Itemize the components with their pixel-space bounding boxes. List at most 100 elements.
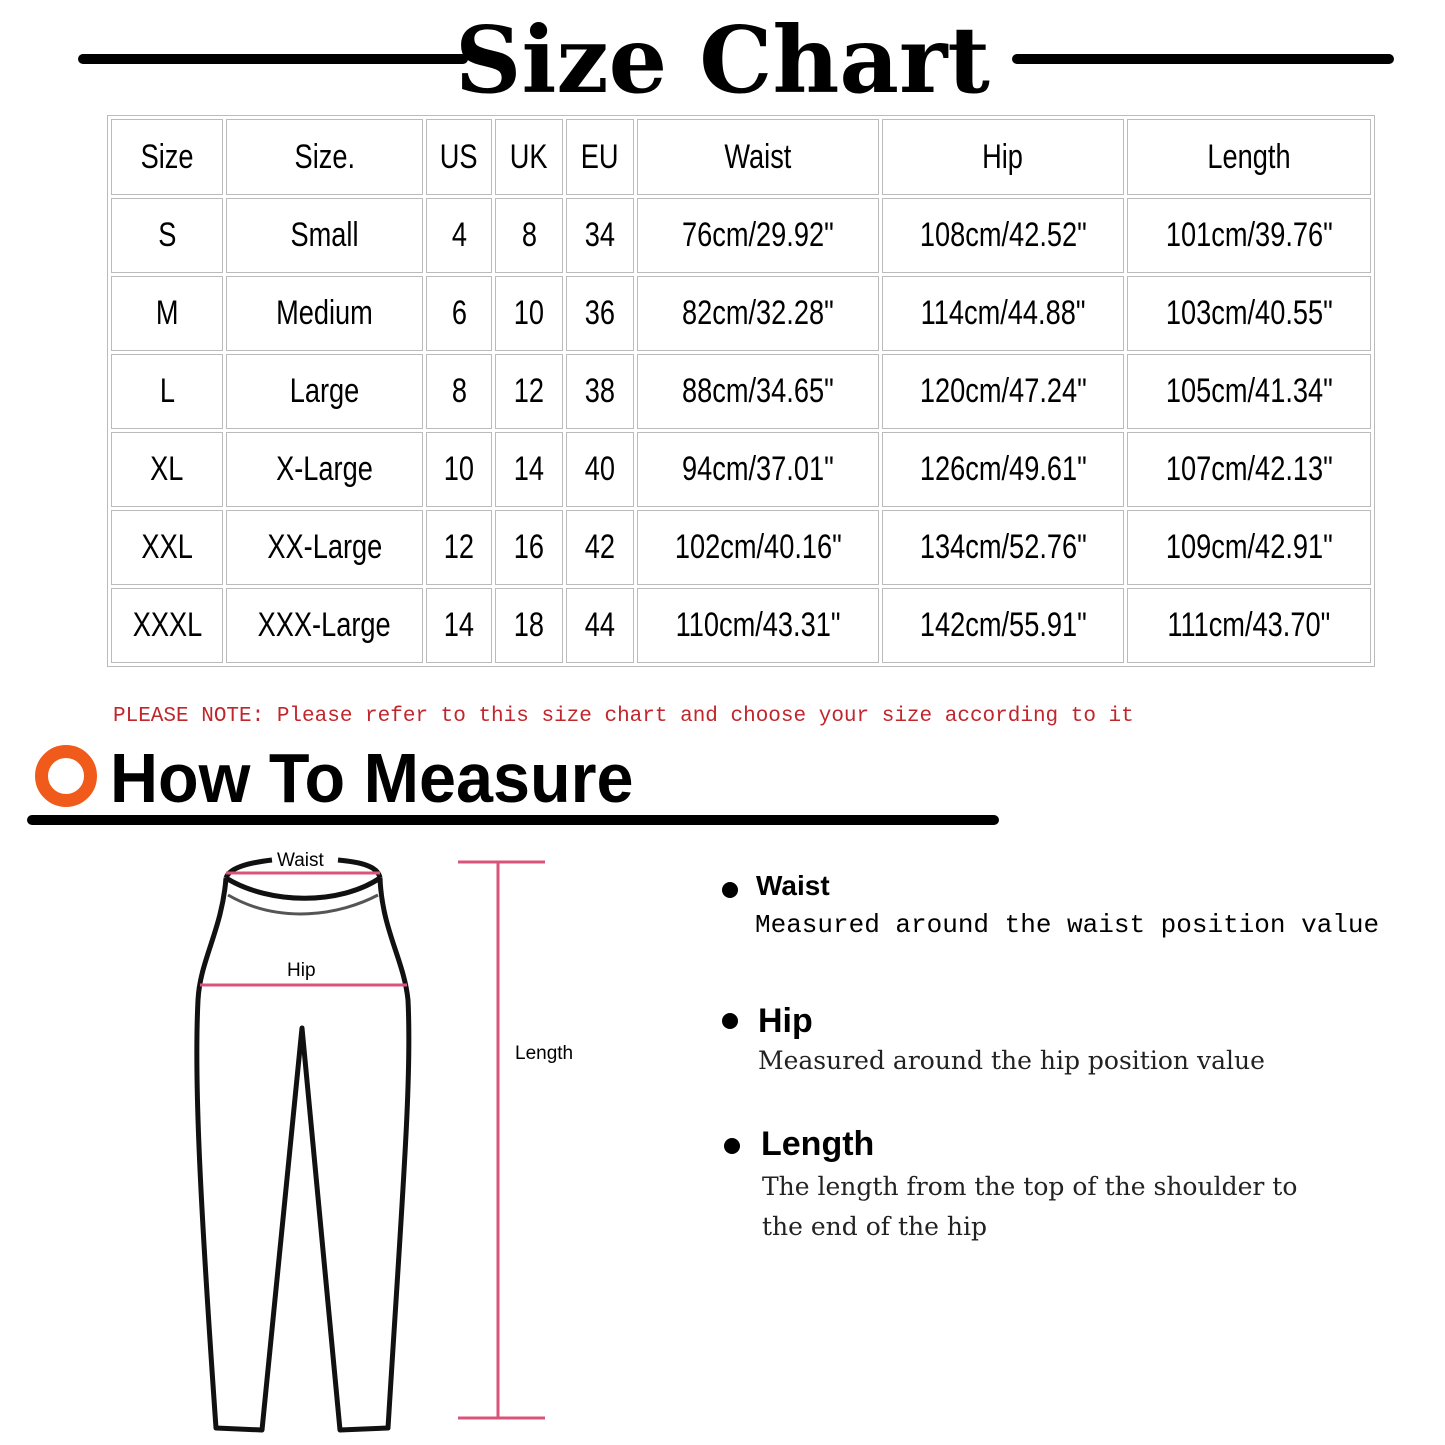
cell-text: 142cm/55.91"	[919, 606, 1087, 644]
cell-text: Large	[289, 372, 360, 410]
cell-text: 14	[443, 606, 475, 644]
waistband-top	[224, 875, 382, 901]
table-cell: 142cm/55.91"	[882, 588, 1124, 663]
cell-text: 10	[513, 294, 545, 332]
header-cell: Size.	[226, 119, 423, 195]
bullet-icon	[722, 882, 738, 898]
table-cell: 34	[566, 198, 634, 273]
cell-text: L	[159, 372, 175, 410]
length-desc-2: the end of the hip	[762, 1212, 987, 1241]
table-cell: 103cm/40.55"	[1127, 276, 1371, 351]
table-cell: 16	[495, 510, 563, 585]
table-cell: XXL	[111, 510, 223, 585]
cell-text: 101cm/39.76"	[1165, 216, 1333, 254]
cell-text: 8	[451, 372, 467, 410]
header-cell: Size	[111, 119, 223, 195]
cell-text: XL	[150, 450, 184, 488]
cell-text: 4	[451, 216, 467, 254]
cell-text: 16	[513, 528, 545, 566]
header-text: US	[440, 137, 478, 176]
table-cell: 44	[566, 588, 634, 663]
cell-text: 126cm/49.61"	[919, 450, 1087, 488]
cell-text: 18	[513, 606, 545, 644]
pants-outline	[194, 877, 412, 1433]
cell-text: 42	[584, 528, 616, 566]
table-cell: 12	[426, 510, 492, 585]
cell-text: 34	[584, 216, 616, 254]
how-to-rule	[27, 815, 999, 825]
table-cell: 101cm/39.76"	[1127, 198, 1371, 273]
length-desc: The length from the top of the shoulder …	[762, 1172, 1298, 1201]
table-cell: 4	[426, 198, 492, 273]
table-cell: L	[111, 354, 223, 429]
length-heading: Length	[761, 1125, 875, 1163]
waist-desc: Measured around the waist position value	[755, 910, 1380, 940]
table-row: M Medium 6 10 36 82cm/32.28" 114cm/44.88" 103cm…	[111, 276, 1371, 351]
header-cell: Length	[1127, 119, 1371, 195]
table-cell: 108cm/42.52"	[882, 198, 1124, 273]
table-cell: 8	[426, 354, 492, 429]
cell-text: 103cm/40.55"	[1165, 294, 1333, 332]
table-cell: 107cm/42.13"	[1127, 432, 1371, 507]
table-cell: 14	[426, 588, 492, 663]
table-cell: 82cm/32.28"	[637, 276, 879, 351]
header-cell: Waist	[637, 119, 879, 195]
waistband-bottom	[227, 893, 379, 916]
cell-text: 108cm/42.52"	[919, 216, 1087, 254]
table-cell: X-Large	[226, 432, 423, 507]
cell-text: 134cm/52.76"	[919, 528, 1087, 566]
cell-text: XXXL	[132, 606, 202, 644]
table-cell: 120cm/47.24"	[882, 354, 1124, 429]
table-cell: 134cm/52.76"	[882, 510, 1124, 585]
size-table: Size Size. US UK EU Waist Hip Length S Small 4 8 34…	[107, 115, 1375, 667]
table-row: XXXL XXX-Large 14 18 44 110cm/43.31" 142cm/55.…	[111, 588, 1371, 663]
cell-text: 8	[521, 216, 537, 254]
hip-desc: Measured around the hip position value	[758, 1046, 1265, 1075]
header-text: Waist	[724, 137, 792, 176]
title-rule-left	[78, 54, 468, 64]
header-text: Size	[140, 137, 194, 176]
table-row: XXL XX-Large 12 16 42 102cm/40.16" 134cm/52.76…	[111, 510, 1371, 585]
table-cell: Small	[226, 198, 423, 273]
table-row: L Large 8 12 38 88cm/34.65" 120cm/47.24" 105cm/…	[111, 354, 1371, 429]
table-cell: Large	[226, 354, 423, 429]
cell-text: 12	[513, 372, 545, 410]
cell-text: 14	[513, 450, 545, 488]
table-cell: Medium	[226, 276, 423, 351]
header-text: UK	[510, 137, 548, 176]
cell-text: 94cm/37.01"	[682, 450, 834, 488]
hip-heading: Hip	[758, 1002, 813, 1040]
cell-text: 111cm/43.70"	[1167, 606, 1331, 644]
cell-text: 40	[584, 450, 616, 488]
cell-text: 102cm/40.16"	[674, 528, 842, 566]
cell-text: S	[157, 216, 177, 254]
table-cell: XXXL	[111, 588, 223, 663]
cell-text: XX-Large	[267, 528, 382, 566]
how-to-title: How To Measure	[110, 739, 634, 817]
header-cell: US	[426, 119, 492, 195]
cell-text: 10	[443, 450, 475, 488]
table-cell: 76cm/29.92"	[637, 198, 879, 273]
table-cell: 110cm/43.31"	[637, 588, 879, 663]
diagram-length-label: Length	[515, 1043, 574, 1064]
cell-text: XXL	[141, 528, 193, 566]
diagram-hip-label: Hip	[287, 960, 316, 981]
header-text: Length	[1207, 137, 1291, 176]
cell-text: 120cm/47.24"	[919, 372, 1087, 410]
cell-text: 107cm/42.13"	[1165, 450, 1333, 488]
table-cell: 40	[566, 432, 634, 507]
cell-text: 44	[584, 606, 616, 644]
table-cell: 6	[426, 276, 492, 351]
table-cell: S	[111, 198, 223, 273]
cell-text: Medium	[276, 294, 373, 332]
cell-text: X-Large	[276, 450, 373, 488]
table-row: XL X-Large 10 14 40 94cm/37.01" 126cm/49.61" 10…	[111, 432, 1371, 507]
cell-text: 6	[451, 294, 467, 332]
table-cell: 102cm/40.16"	[637, 510, 879, 585]
table-cell: 94cm/37.01"	[637, 432, 879, 507]
cell-text: M	[155, 294, 179, 332]
table-row: S Small 4 8 34 76cm/29.92" 108cm/42.52" 101cm/3…	[111, 198, 1371, 273]
cell-text: 12	[443, 528, 475, 566]
table-cell: 111cm/43.70"	[1127, 588, 1371, 663]
table-cell: 42	[566, 510, 634, 585]
